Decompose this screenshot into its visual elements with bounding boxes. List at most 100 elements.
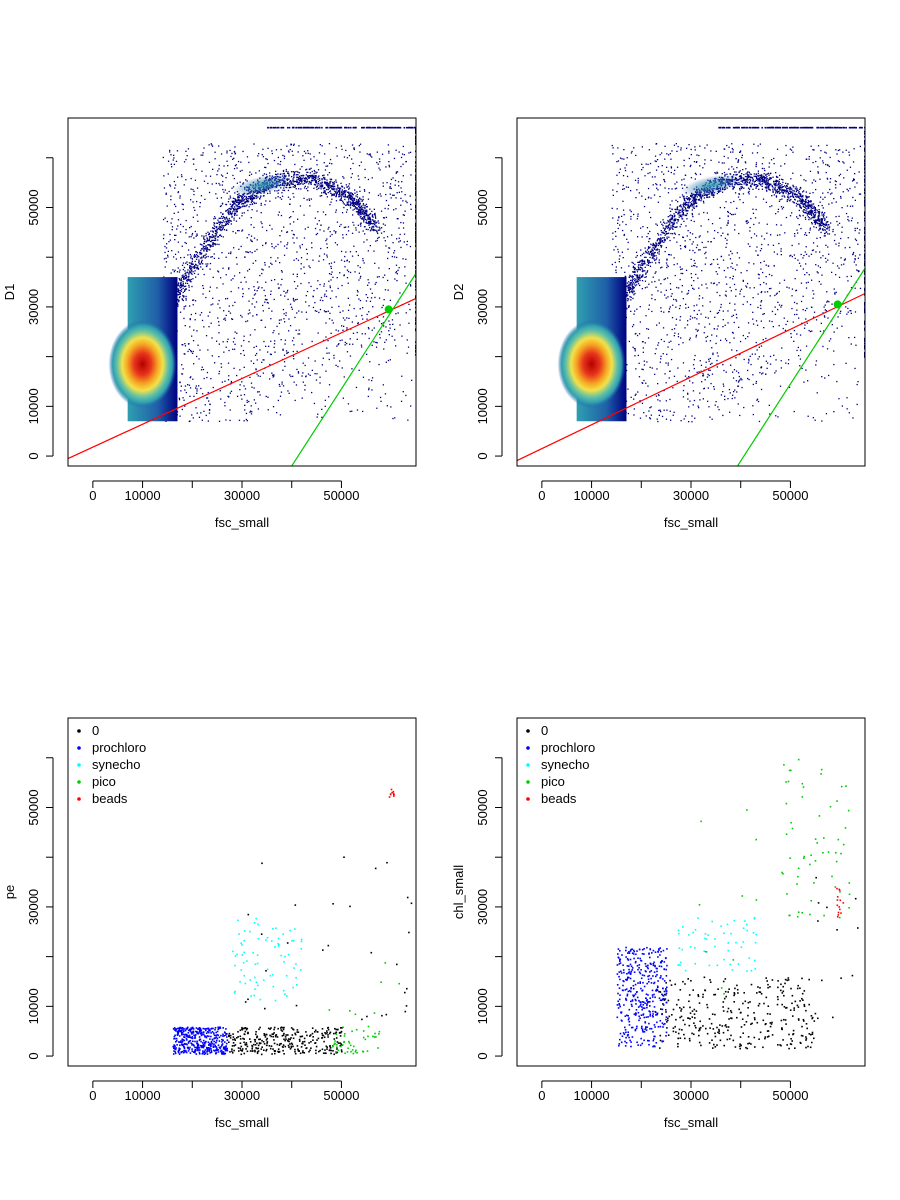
scatter-point xyxy=(228,198,230,200)
scatter-point xyxy=(253,399,255,401)
scatter-point xyxy=(310,167,312,169)
scatter-point xyxy=(323,191,325,194)
scatter-point xyxy=(275,149,278,151)
scatter-point xyxy=(180,280,182,282)
scatter-point xyxy=(185,242,187,245)
scatter-point xyxy=(180,286,182,289)
scatter-point xyxy=(718,267,720,269)
scatter-point xyxy=(684,245,687,247)
scatter-point xyxy=(254,202,256,205)
scatter-point xyxy=(327,310,329,312)
scatter-point xyxy=(312,175,314,177)
scatter-point xyxy=(738,326,740,328)
scatter-point xyxy=(207,391,209,394)
scatter-point xyxy=(728,388,731,391)
scatter-point xyxy=(372,306,374,308)
scatter-point xyxy=(183,308,185,310)
scatter-point xyxy=(353,203,355,206)
scatter-point xyxy=(249,203,251,206)
scatter-point xyxy=(293,358,295,360)
scatter-point xyxy=(671,293,673,295)
scatter-point xyxy=(241,316,243,318)
scatter-point xyxy=(218,324,220,326)
scatter-point xyxy=(293,221,295,223)
scatter-point xyxy=(205,220,207,222)
scatter-point xyxy=(358,208,360,211)
scatter-point xyxy=(345,149,347,152)
scatter-point xyxy=(297,171,299,173)
scatter-point xyxy=(325,322,327,324)
scatter-point xyxy=(707,317,709,319)
scatter-point xyxy=(645,415,647,417)
scatter-point xyxy=(250,224,252,226)
scatter-point xyxy=(332,187,334,190)
scatter-point xyxy=(383,325,385,327)
scatter-point xyxy=(264,295,266,297)
scatter-point xyxy=(835,216,837,218)
scatter-point xyxy=(373,226,375,228)
scatter-point xyxy=(622,221,624,223)
scatter-point xyxy=(622,200,624,202)
scatter-point xyxy=(675,318,678,320)
scatter-point xyxy=(329,191,331,193)
scatter-point xyxy=(368,218,370,220)
scatter-point xyxy=(189,253,191,256)
scatter-point xyxy=(848,154,851,156)
scatter-point xyxy=(670,288,672,290)
scatter-point xyxy=(659,195,661,198)
plot-frame xyxy=(67,117,417,467)
scatter-point xyxy=(180,290,182,292)
scatter-point xyxy=(832,230,834,233)
scatter-point xyxy=(693,259,695,262)
scatter-point xyxy=(856,269,858,271)
scatter-point xyxy=(198,259,200,261)
scatter-point xyxy=(163,175,165,177)
scatter-point xyxy=(736,391,738,393)
scatter-point xyxy=(651,297,653,300)
scatter-point xyxy=(405,282,407,284)
scatter-point xyxy=(223,217,226,219)
scatter-point xyxy=(362,307,364,309)
scatter-point xyxy=(393,252,395,254)
scatter-point xyxy=(356,202,359,205)
scatter-point xyxy=(373,327,375,329)
scatter-point xyxy=(163,234,165,236)
scatter-point xyxy=(680,147,682,149)
scatter-point xyxy=(388,320,390,322)
scatter-point xyxy=(359,213,361,215)
scatter-point xyxy=(235,164,237,166)
scatter-point xyxy=(227,209,229,211)
scatter-point xyxy=(278,322,281,324)
scatter-point xyxy=(292,375,294,377)
scatter-point xyxy=(221,252,223,254)
scatter-point xyxy=(679,245,682,247)
scatter-point xyxy=(182,282,184,284)
scatter-point xyxy=(388,150,390,152)
scatter-point xyxy=(720,255,722,258)
scatter-point xyxy=(328,358,330,361)
scatter-point xyxy=(348,193,350,195)
scatter-point xyxy=(786,286,788,288)
scatter-point xyxy=(719,294,721,297)
scatter-point xyxy=(184,325,186,327)
scatter-point xyxy=(306,290,309,293)
scatter-point xyxy=(340,145,343,147)
scatter-point xyxy=(279,385,281,387)
scatter-point xyxy=(367,279,369,281)
scatter-point xyxy=(752,311,754,313)
scatter-point xyxy=(357,211,359,213)
scatter-point xyxy=(366,153,368,155)
scatter-point xyxy=(181,245,183,247)
scatter-point xyxy=(235,256,238,259)
scatter-point xyxy=(637,391,639,393)
scatter-point xyxy=(635,368,637,370)
scatter-point xyxy=(218,373,220,375)
scatter-point xyxy=(222,227,224,229)
scatter-point xyxy=(231,212,233,214)
scatter-point xyxy=(239,207,241,209)
scatter-point xyxy=(708,369,710,371)
scatter-point xyxy=(831,202,833,204)
scatter-point xyxy=(316,185,318,188)
scatter-point xyxy=(811,279,813,281)
scatter-point xyxy=(286,231,289,233)
